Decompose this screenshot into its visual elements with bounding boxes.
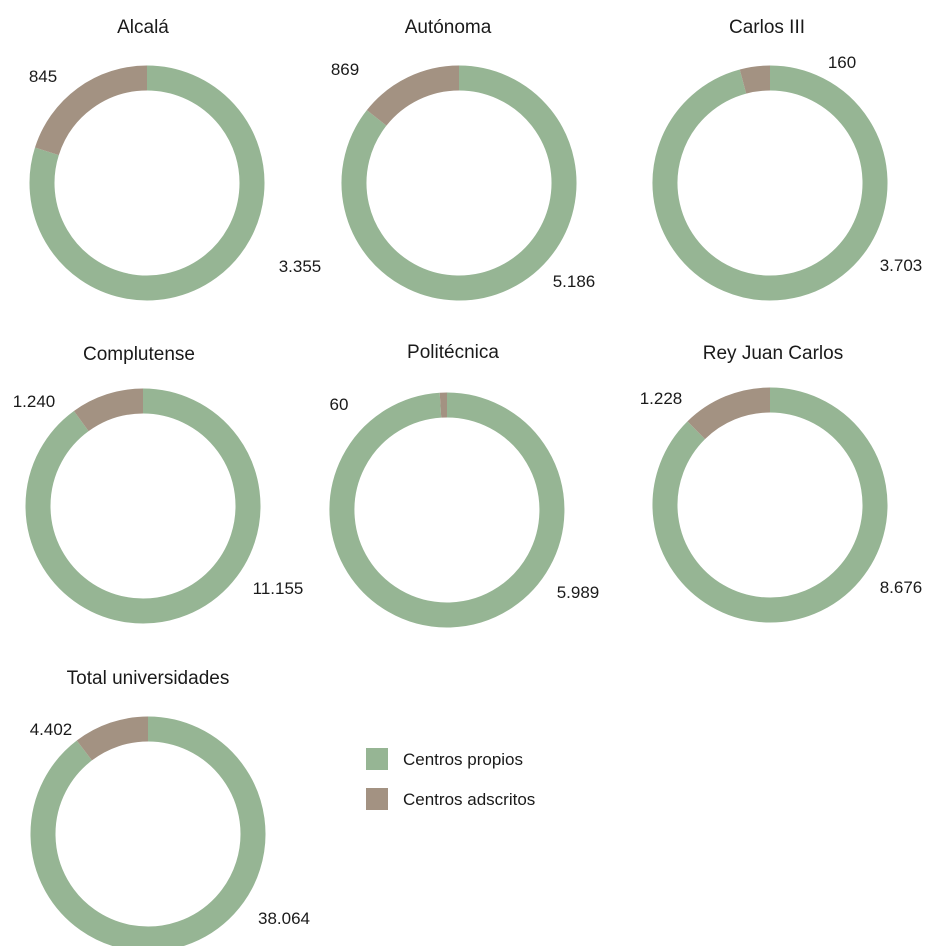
chart-title: Total universidades (67, 668, 230, 689)
data-label: 1.240 (13, 392, 56, 411)
donut-slice-centros-adscritos (73, 388, 144, 432)
donut-chart-alcala: Alcalá 3.355 845 (29, 17, 322, 301)
legend: Centros propios Centros adscritos (366, 748, 535, 810)
chart-title: Autónoma (405, 17, 492, 38)
data-label: 4.402 (30, 720, 73, 739)
donut-slice-centros-propios (652, 65, 888, 301)
chart-title: Carlos III (729, 17, 805, 38)
data-label: 1.228 (640, 389, 683, 408)
legend-swatch-centros-adscritos (366, 788, 388, 810)
legend-label: Centros propios (403, 750, 523, 769)
donut-slice-centros-adscritos (739, 65, 771, 94)
data-label: 160 (828, 53, 856, 72)
donut-slice-centros-adscritos (76, 716, 149, 761)
donut-chart-politecnica: Politécnica 5.989 60 (329, 342, 600, 628)
legend-swatch-centros-propios (366, 748, 388, 770)
donut-slice-centros-propios (341, 65, 577, 301)
donut-slice-centros-adscritos (34, 65, 148, 156)
data-label: 38.064 (258, 909, 310, 928)
donut-slice-centros-propios (329, 392, 565, 628)
donut-chart-rey-juan-carlos: Rey Juan Carlos 8.676 1.228 (640, 343, 923, 623)
donut-slice-centros-propios (652, 387, 888, 623)
chart-title: Politécnica (407, 342, 499, 363)
data-label: 845 (29, 67, 57, 86)
data-label: 869 (331, 60, 359, 79)
donut-slice-centros-adscritos (687, 387, 771, 440)
donut-chart-autonoma: Autónoma 5.186 869 (331, 17, 596, 301)
data-label: 5.989 (557, 583, 600, 602)
chart-title: Rey Juan Carlos (703, 343, 843, 364)
donut-slice-centros-propios (29, 65, 265, 301)
donut-chart-complutense: Complutense 11.155 1.240 (13, 344, 304, 624)
donut-chart-total-universidades: Total universidades 38.064 4.402 (30, 668, 310, 946)
donut-slice-centros-adscritos (366, 65, 460, 126)
data-label: 11.155 (253, 579, 304, 598)
donut-chart-carlos-iii: Carlos III 3.703 160 (652, 17, 923, 301)
data-label: 3.703 (880, 256, 923, 275)
data-label: 5.186 (553, 272, 596, 291)
data-label: 3.355 (279, 257, 322, 276)
data-label: 8.676 (880, 578, 923, 597)
chart-title: Complutense (83, 344, 195, 365)
donut-slice-centros-propios (25, 388, 261, 624)
data-label: 60 (330, 395, 349, 414)
legend-label: Centros adscritos (403, 790, 535, 809)
chart-title: Alcalá (117, 17, 169, 38)
donut-slice-centros-propios (30, 716, 266, 946)
